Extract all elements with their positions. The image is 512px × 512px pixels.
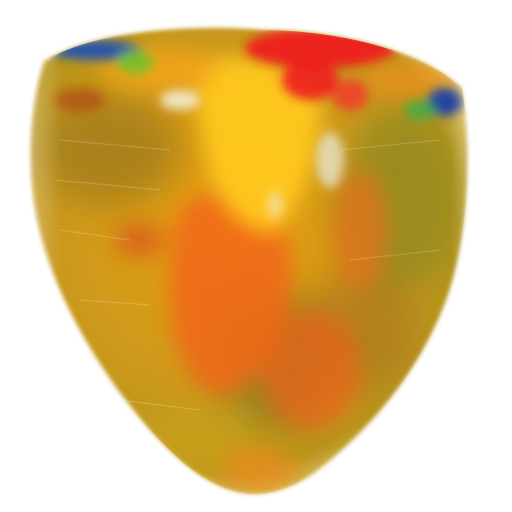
render-canvas	[31, 27, 468, 494]
edge-lighting	[31, 27, 468, 494]
heart-model-graphic	[31, 27, 468, 494]
